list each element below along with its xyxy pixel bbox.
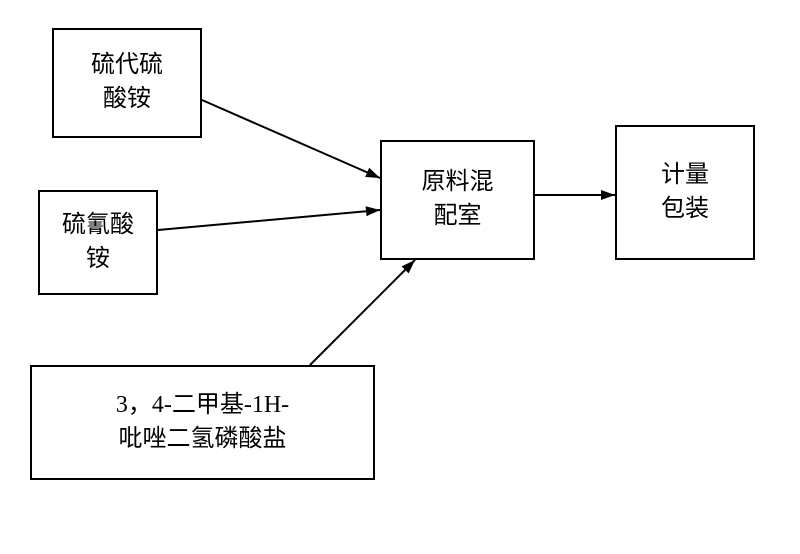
node-label: 硫代硫 酸铵 [91,49,163,116]
node-weighing-packaging: 计量 包装 [615,125,755,260]
node-ammonium-thiosulfate: 硫代硫 酸铵 [52,28,202,138]
node-mixing-room: 原料混 配室 [380,140,535,260]
node-label: 硫氰酸 铵 [62,209,134,276]
node-ammonium-thiocyanate: 硫氰酸 铵 [38,190,158,295]
node-label: 计量 包装 [661,159,709,226]
node-label: 原料混 配室 [422,166,494,233]
node-label: 3，4-二甲基-1H- 吡唑二氢磷酸盐 [116,389,289,456]
node-dmp-phosphate: 3，4-二甲基-1H- 吡唑二氢磷酸盐 [30,365,375,480]
